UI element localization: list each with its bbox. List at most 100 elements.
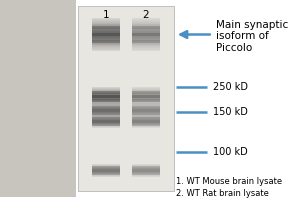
Bar xyxy=(132,101,160,102)
Bar xyxy=(92,171,120,172)
Bar xyxy=(132,127,160,128)
Bar xyxy=(92,168,120,169)
Bar xyxy=(92,91,120,92)
Bar xyxy=(132,92,160,93)
Bar xyxy=(132,94,160,95)
Bar xyxy=(92,105,120,106)
Bar xyxy=(92,170,120,171)
Bar xyxy=(92,176,120,177)
Bar xyxy=(92,117,120,118)
Bar xyxy=(92,106,120,109)
Bar xyxy=(92,116,120,117)
Bar xyxy=(92,91,120,94)
Bar xyxy=(92,100,120,101)
Bar xyxy=(92,109,120,110)
Bar xyxy=(132,49,160,50)
Bar xyxy=(132,107,160,108)
Bar xyxy=(132,108,160,109)
Bar xyxy=(132,37,160,38)
Bar xyxy=(92,109,120,112)
Bar xyxy=(92,40,120,41)
Bar xyxy=(132,20,160,21)
Bar xyxy=(92,104,120,105)
Bar xyxy=(132,30,160,31)
Bar xyxy=(132,39,160,40)
Bar xyxy=(132,89,160,90)
Bar xyxy=(92,23,120,24)
Bar xyxy=(92,93,120,94)
Bar xyxy=(132,169,160,170)
Bar xyxy=(92,172,120,173)
Bar xyxy=(132,35,160,36)
Bar xyxy=(92,41,120,42)
Bar xyxy=(92,113,120,114)
Bar xyxy=(132,167,160,168)
Bar xyxy=(92,103,120,104)
Bar xyxy=(132,116,160,117)
Bar xyxy=(92,99,120,100)
Bar xyxy=(132,96,160,97)
Bar xyxy=(132,120,160,123)
Bar xyxy=(132,29,160,30)
Bar xyxy=(132,46,160,47)
Bar xyxy=(92,169,120,170)
Bar xyxy=(132,103,160,104)
Bar xyxy=(132,109,160,112)
Bar xyxy=(132,117,160,118)
Bar xyxy=(132,38,160,39)
Bar xyxy=(132,126,160,127)
Bar xyxy=(132,91,160,94)
Bar xyxy=(92,32,120,33)
Bar xyxy=(92,114,120,115)
Bar xyxy=(92,21,120,22)
Bar xyxy=(92,101,120,102)
Bar xyxy=(92,105,120,106)
Bar xyxy=(92,125,120,126)
Bar xyxy=(92,114,120,115)
Bar xyxy=(132,26,160,27)
Bar xyxy=(132,88,160,89)
Bar xyxy=(92,103,120,104)
Bar xyxy=(132,109,160,110)
Bar xyxy=(132,41,160,42)
Bar xyxy=(132,18,160,19)
Bar xyxy=(92,50,120,51)
Bar xyxy=(132,105,160,106)
Bar xyxy=(132,45,160,46)
Bar xyxy=(132,166,160,169)
Bar xyxy=(92,49,120,50)
Bar xyxy=(132,115,160,116)
Bar xyxy=(92,88,120,89)
Bar xyxy=(132,90,160,91)
Bar xyxy=(92,42,120,43)
Bar xyxy=(92,95,120,96)
Bar xyxy=(132,33,160,34)
Bar xyxy=(132,98,160,99)
Bar xyxy=(92,120,120,123)
Bar xyxy=(132,172,160,175)
Bar xyxy=(92,118,120,119)
Bar xyxy=(132,117,160,118)
Bar xyxy=(92,33,120,34)
Bar xyxy=(132,104,160,105)
Bar xyxy=(132,175,160,176)
Bar xyxy=(92,115,120,116)
Bar xyxy=(92,87,120,88)
Bar xyxy=(78,6,173,191)
Bar xyxy=(92,99,120,102)
Bar xyxy=(92,47,120,48)
Bar xyxy=(92,175,120,176)
Bar xyxy=(92,38,120,39)
Bar xyxy=(92,166,120,169)
Text: 2. WT Rat brain lysate: 2. WT Rat brain lysate xyxy=(176,189,269,198)
Bar xyxy=(92,167,120,168)
Bar xyxy=(132,169,160,172)
Bar xyxy=(132,42,160,43)
Bar xyxy=(132,165,160,166)
Bar xyxy=(132,164,160,165)
Bar xyxy=(92,112,120,113)
Text: 1: 1 xyxy=(103,10,110,20)
Bar xyxy=(92,25,120,26)
Bar xyxy=(92,26,120,29)
Text: 150 kD: 150 kD xyxy=(213,107,248,117)
